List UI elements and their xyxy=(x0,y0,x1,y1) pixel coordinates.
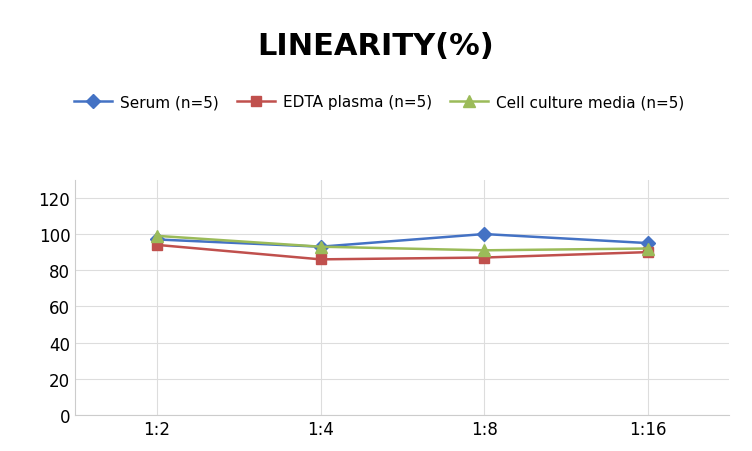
Line: Cell culture media (n=5): Cell culture media (n=5) xyxy=(151,231,653,256)
Text: LINEARITY(%): LINEARITY(%) xyxy=(258,32,494,60)
Serum (n=5) xyxy=(480,232,489,237)
Line: EDTA plasma (n=5): EDTA plasma (n=5) xyxy=(152,240,653,265)
Serum (n=5) xyxy=(316,244,325,250)
Legend: Serum (n=5), EDTA plasma (n=5), Cell culture media (n=5): Serum (n=5), EDTA plasma (n=5), Cell cul… xyxy=(68,89,690,116)
Cell culture media (n=5) xyxy=(480,248,489,253)
Cell culture media (n=5) xyxy=(153,234,162,239)
EDTA plasma (n=5) xyxy=(153,243,162,248)
Serum (n=5) xyxy=(643,241,652,246)
EDTA plasma (n=5) xyxy=(480,255,489,261)
EDTA plasma (n=5) xyxy=(316,257,325,262)
Cell culture media (n=5) xyxy=(316,244,325,250)
Cell culture media (n=5) xyxy=(643,246,652,252)
Serum (n=5) xyxy=(153,237,162,243)
EDTA plasma (n=5) xyxy=(643,250,652,255)
Line: Serum (n=5): Serum (n=5) xyxy=(152,230,653,252)
